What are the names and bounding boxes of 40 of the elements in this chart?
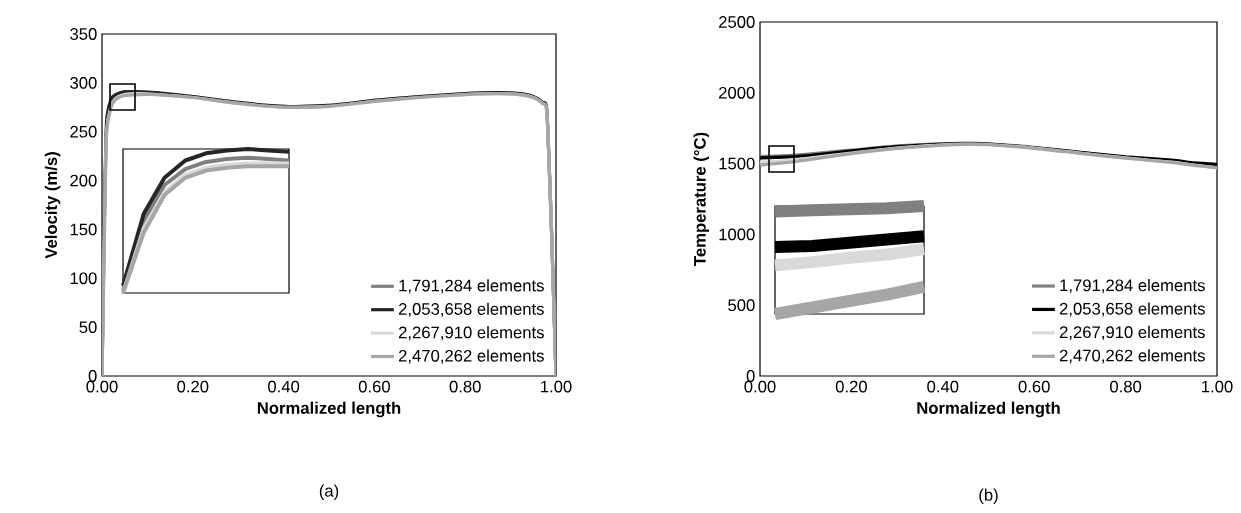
x-axis-title: Normalized length [257, 401, 401, 418]
text: (a) [319, 484, 339, 501]
legend-label: 2,470,262 elements [398, 349, 544, 364]
x-tick-label: 0.80 [449, 380, 481, 393]
x-tick-label: 0.00 [86, 380, 118, 393]
x-tick-label: 0.60 [358, 380, 390, 393]
legend-label: 2,267,910 elements [398, 326, 544, 341]
y-tick-label: 500 [728, 299, 755, 312]
y-axis-title: Velocity (m/s) [44, 152, 61, 259]
y-tick-label: 100 [70, 272, 97, 285]
x-tick-label: 0.00 [744, 380, 776, 393]
y-tick-label: 1000 [719, 228, 755, 241]
y-tick-label: 2000 [719, 86, 755, 99]
x-tick-label: 0.60 [1018, 380, 1050, 393]
legend-label: 2,053,658 elements [398, 302, 544, 317]
y-tick-label: 0 [746, 370, 755, 382]
legend-label: 2,267,910 elements [1059, 325, 1205, 341]
x-tick-label: 0.40 [268, 380, 300, 393]
x-axis-title: Normalized length [917, 401, 1060, 418]
legend-label: 2,053,658 elements [1059, 302, 1205, 317]
y-tick-label: 50 [79, 321, 97, 334]
y-tick-label: 1500 [719, 157, 755, 170]
y-tick-label: 150 [70, 223, 97, 236]
x-tick-label: 1.00 [1202, 380, 1233, 393]
x-tick-label: 1.00 [541, 380, 572, 393]
y-tick-label: 0 [88, 370, 97, 382]
legend-label: 1,791,284 elements [399, 279, 544, 294]
y-tick-label: 350 [70, 28, 97, 40]
text: (b) [979, 488, 998, 505]
x-tick-label: 0.80 [1110, 380, 1142, 393]
legend-label: 2,470,262 elements [1059, 349, 1205, 364]
x-tick-label: 0.20 [177, 380, 209, 393]
legend-label: 1,791,284 elements [1060, 278, 1205, 294]
y-tick-label: 250 [70, 125, 97, 138]
y-tick-label: 2500 [719, 16, 755, 28]
y-tick-label: 200 [70, 174, 97, 187]
y-tick-label: 300 [70, 76, 97, 89]
y-axis-title: Temperature (°C) [693, 132, 710, 266]
x-tick-label: 0.20 [835, 380, 867, 393]
x-tick-label: 0.40 [927, 380, 959, 393]
